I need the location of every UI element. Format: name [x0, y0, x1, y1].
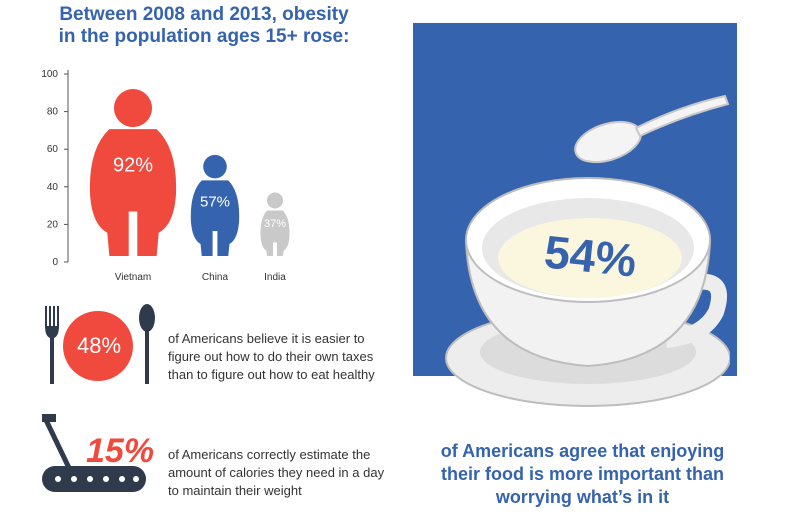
caption-line-1: of Americans agree that enjoying — [440, 441, 725, 461]
fact-48-percent: 48% — [77, 333, 122, 358]
figure-head — [267, 192, 283, 209]
fact-line: than to figure out how to eat healthy — [168, 367, 375, 382]
fact-line: figure out how to do their own taxes — [168, 349, 374, 364]
bar-china-figure: 57% — [190, 154, 240, 256]
x-category-label: India — [264, 272, 286, 283]
fork-knife-spoon-icon — [45, 304, 155, 384]
figure-head — [203, 154, 227, 179]
figure-body — [89, 129, 177, 256]
fact-15-text: of Americans correctly estimate the amou… — [168, 446, 384, 500]
x-category-label: China — [202, 272, 229, 283]
bowl-54-percent: 54% — [542, 225, 639, 286]
data-label: 92% — [113, 155, 153, 177]
data-label: 37% — [264, 218, 286, 230]
fact-line: of Americans correctly estimate the — [168, 447, 371, 462]
y-tick-label: 80 — [47, 107, 59, 118]
y-tick-label: 40 — [47, 182, 59, 193]
treadmill-icon — [42, 414, 146, 492]
fact-line: amount of calories they need in a day — [168, 465, 385, 480]
figure-head — [113, 89, 153, 128]
chart-title: Between 2008 and 2013, obesity in the po… — [34, 4, 374, 48]
title-line-1: Between 2008 and 2013, obesity — [59, 4, 349, 25]
caption-line-2: their food is more important than — [440, 464, 724, 484]
bowl-illustration: 54% — [445, 94, 730, 407]
obesity-chart: 0 20 40 60 80 100 92% Vietnam 57% China 37% India — [41, 69, 290, 283]
caption-line-3: worrying what’s in it — [495, 487, 670, 507]
y-tick-label: 100 — [41, 69, 58, 80]
y-tick-label: 60 — [47, 144, 59, 155]
spoon-icon — [574, 94, 730, 164]
y-tick-label: 0 — [52, 257, 58, 268]
fact-line: to maintain their weight — [168, 483, 302, 498]
title-line-2: in the population ages 15+ rose: — [58, 26, 350, 47]
bar-india-figure: 37% — [260, 192, 290, 256]
bowl-caption: of Americans agree that enjoying their f… — [410, 440, 755, 509]
fact-15-percent: 15% — [86, 432, 155, 470]
x-category-label: Vietnam — [115, 272, 152, 283]
bar-vietnam-figure: 92% — [89, 89, 177, 256]
red-circle-badge — [63, 311, 133, 381]
y-tick-label: 20 — [47, 219, 59, 230]
data-label: 57% — [200, 194, 230, 211]
figure-body — [260, 210, 290, 256]
fact-line: of Americans believe it is easier to — [168, 331, 365, 346]
fact-48-text: of Americans believe it is easier to fig… — [168, 330, 375, 384]
figure-body — [190, 180, 240, 256]
